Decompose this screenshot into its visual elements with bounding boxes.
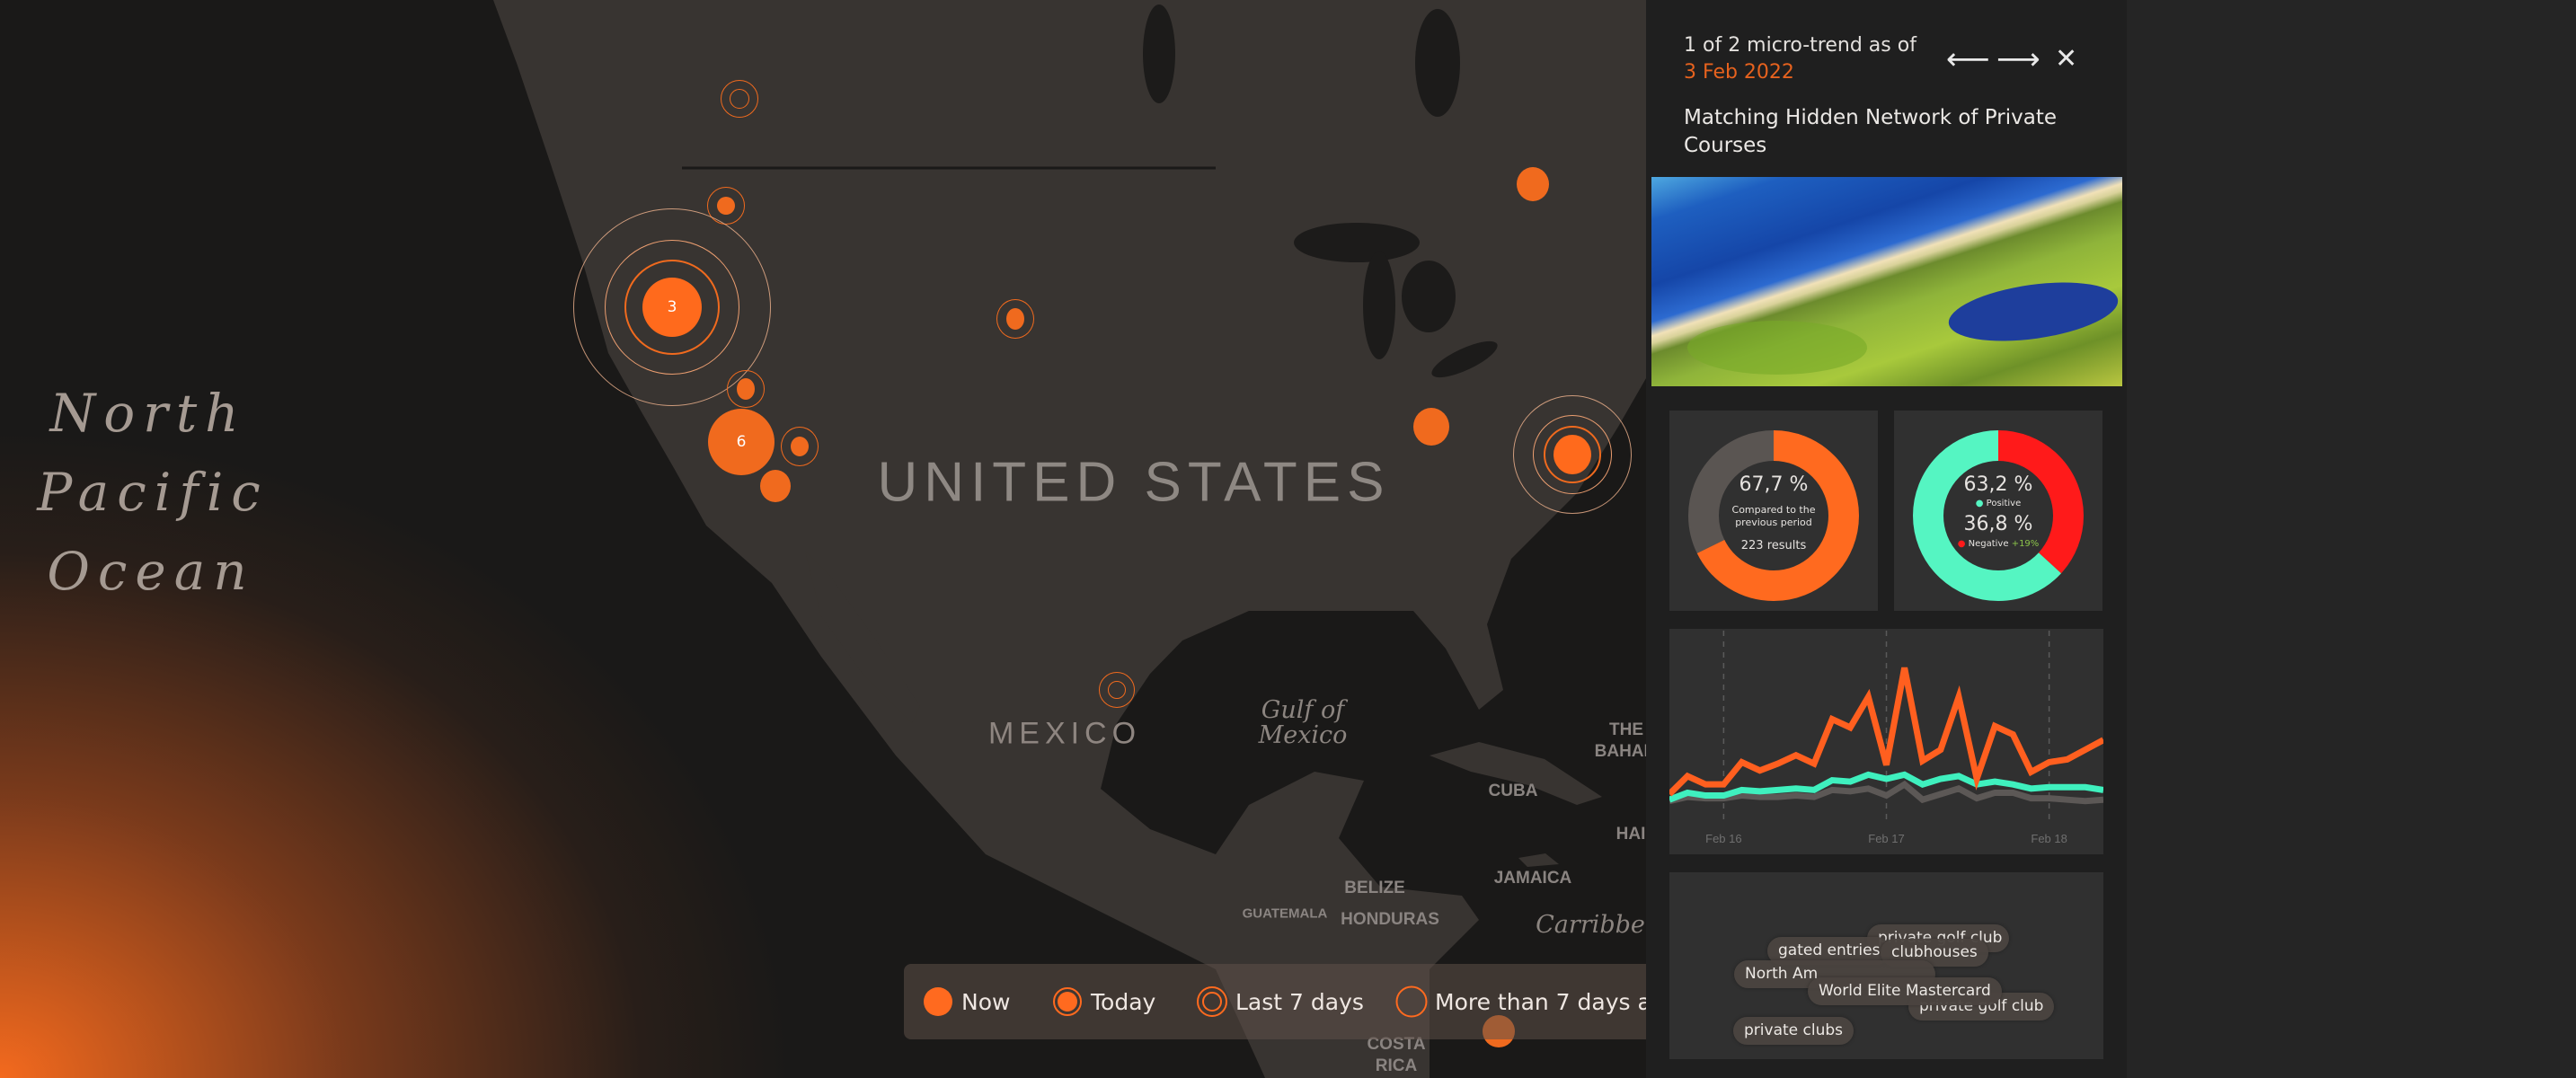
gulf-line2: Mexico xyxy=(1258,721,1348,749)
country-label-guatemala: GUATEMALA xyxy=(1242,906,1328,922)
country-label-cuba: CUBA xyxy=(1488,782,1538,800)
micro-trend-panel: 1 of 2 micro-trend as of 3 Feb 2022 ⟵ ⟶ … xyxy=(1646,0,2127,1078)
trend-date: 3 Feb 2022 xyxy=(1684,61,1794,84)
single-ring-icon xyxy=(1395,985,1428,1018)
country-label-honduras: HONDURAS xyxy=(1341,910,1439,929)
cluster-count: 6 xyxy=(736,433,747,451)
map-legend: Now Today Last 7 days More than 7 days a… xyxy=(904,964,1646,1039)
country-label-belize: BELIZE xyxy=(1344,879,1405,897)
gulf-line1: Gulf of xyxy=(1261,696,1345,724)
donut-segment-rest xyxy=(1688,430,1859,601)
legend-label: Today xyxy=(1091,988,1156,1015)
marker-now-3[interactable] xyxy=(1413,408,1449,446)
ocean-label-line3: Ocean xyxy=(47,541,255,602)
country-label-costa-rica: COSTA RICA xyxy=(1367,1034,1425,1077)
costa-rica-line2: RICA xyxy=(1375,1056,1418,1075)
x-tick-label: Feb 17 xyxy=(1868,832,1904,845)
legend-item-now[interactable]: Now xyxy=(924,964,1010,1039)
ocean-label-line1: North xyxy=(49,383,247,444)
sentiment-donut-card: 63,2 % ● Positive 36,8 % ● Negative +19% xyxy=(1894,411,2102,611)
series-line-0 xyxy=(1667,667,2105,797)
costa-rica-line1: COSTA xyxy=(1367,1035,1426,1054)
negative-label: Negative xyxy=(1968,539,2009,549)
country-label-haiti: HAI xyxy=(1616,825,1646,844)
legend-label: Last 7 days xyxy=(1235,988,1364,1015)
country-label-jamaica: JAMAICA xyxy=(1493,869,1572,888)
sentiment-donut-chart xyxy=(1913,430,2084,601)
double-ring-icon xyxy=(1197,986,1227,1017)
volume-donut-chart xyxy=(1688,430,1859,601)
sea-label-caribbean: Carribbe xyxy=(1536,911,1645,939)
background-area xyxy=(2127,0,2576,1078)
volume-donut-card: 67,7 % Compared to the previous period 2… xyxy=(1669,411,1878,611)
series-line-2 xyxy=(1669,780,2104,805)
legend-item-last-7-days[interactable]: Last 7 days xyxy=(1197,964,1364,1039)
trend-title: Matching Hidden Network of Private Cours… xyxy=(1684,106,2057,157)
marker-now-2[interactable] xyxy=(1517,167,1549,201)
trend-counter: 1 of 2 micro-trend as of xyxy=(1684,34,1917,57)
map[interactable]: North Pacific Ocean UNITED STATES MEXICO… xyxy=(0,0,1646,1078)
filled-dot-icon xyxy=(924,987,952,1016)
volume-results: 223 results xyxy=(1740,539,1807,552)
volume-caption-1: Compared to the xyxy=(1731,504,1816,516)
donut-segment-positive xyxy=(1913,430,2084,601)
legend-item-today[interactable]: Today xyxy=(1053,964,1155,1039)
ocean-label-line2: Pacific xyxy=(37,462,269,523)
negative-percent: 36,8 % xyxy=(1963,513,2033,535)
tag[interactable]: gated entries xyxy=(1767,937,1891,965)
positive-percent: 63,2 % xyxy=(1963,473,2033,496)
arrow-right-icon[interactable]: ⟶ xyxy=(1996,41,2040,77)
bahamas-line1: THE xyxy=(1609,720,1643,739)
tag[interactable]: private clubs xyxy=(1733,1017,1855,1045)
country-label-bahamas: THE BAHAM xyxy=(1595,720,1646,763)
trend-line-chart: Feb 16 Feb 17 Feb 18 xyxy=(1667,631,2105,845)
x-tick-label: Feb 18 xyxy=(2031,832,2067,845)
negative-legend: ● Negative +19% xyxy=(1894,539,2102,549)
cluster-count: 3 xyxy=(667,298,677,316)
tag-cloud-card: private golf club gated entries clubhous… xyxy=(1669,872,2103,1059)
series-line-1 xyxy=(1668,771,2104,803)
positive-dot-icon: ● xyxy=(1975,499,1984,508)
arrow-left-icon[interactable]: ⟵ xyxy=(1946,41,1990,77)
tag[interactable]: World Elite Mastercard xyxy=(1808,977,2002,1005)
trend-image-golf-course xyxy=(1651,177,2122,386)
country-label-mexico: MEXICO xyxy=(987,716,1142,751)
positive-legend: ● Positive xyxy=(1894,499,2102,508)
legend-label: Now xyxy=(961,988,1011,1015)
bahamas-line2: BAHAM xyxy=(1594,742,1646,761)
negative-dot-icon: ● xyxy=(1957,539,1966,549)
negative-change: +19% xyxy=(2011,539,2040,549)
positive-label: Positive xyxy=(1986,499,2022,508)
legend-label: More than 7 days ago xyxy=(1435,988,1646,1015)
legend-item-older[interactable]: More than 7 days ago xyxy=(1395,964,1646,1039)
marker-now-1[interactable] xyxy=(760,470,791,502)
x-tick-label: Feb 16 xyxy=(1705,832,1741,845)
country-label-usa: UNITED STATES xyxy=(877,451,1391,514)
sea-label-gulf: Gulf of Mexico xyxy=(1259,698,1348,748)
dot-with-ring-icon xyxy=(1053,987,1082,1016)
volume-percent: 67,7 % xyxy=(1739,473,1809,496)
tag[interactable]: clubhouses xyxy=(1881,939,1988,967)
volume-caption-2: previous period xyxy=(1735,517,1812,528)
trend-line-chart-card: Feb 16 Feb 17 Feb 18 xyxy=(1667,629,2105,854)
close-icon[interactable]: ✕ xyxy=(2055,43,2078,75)
